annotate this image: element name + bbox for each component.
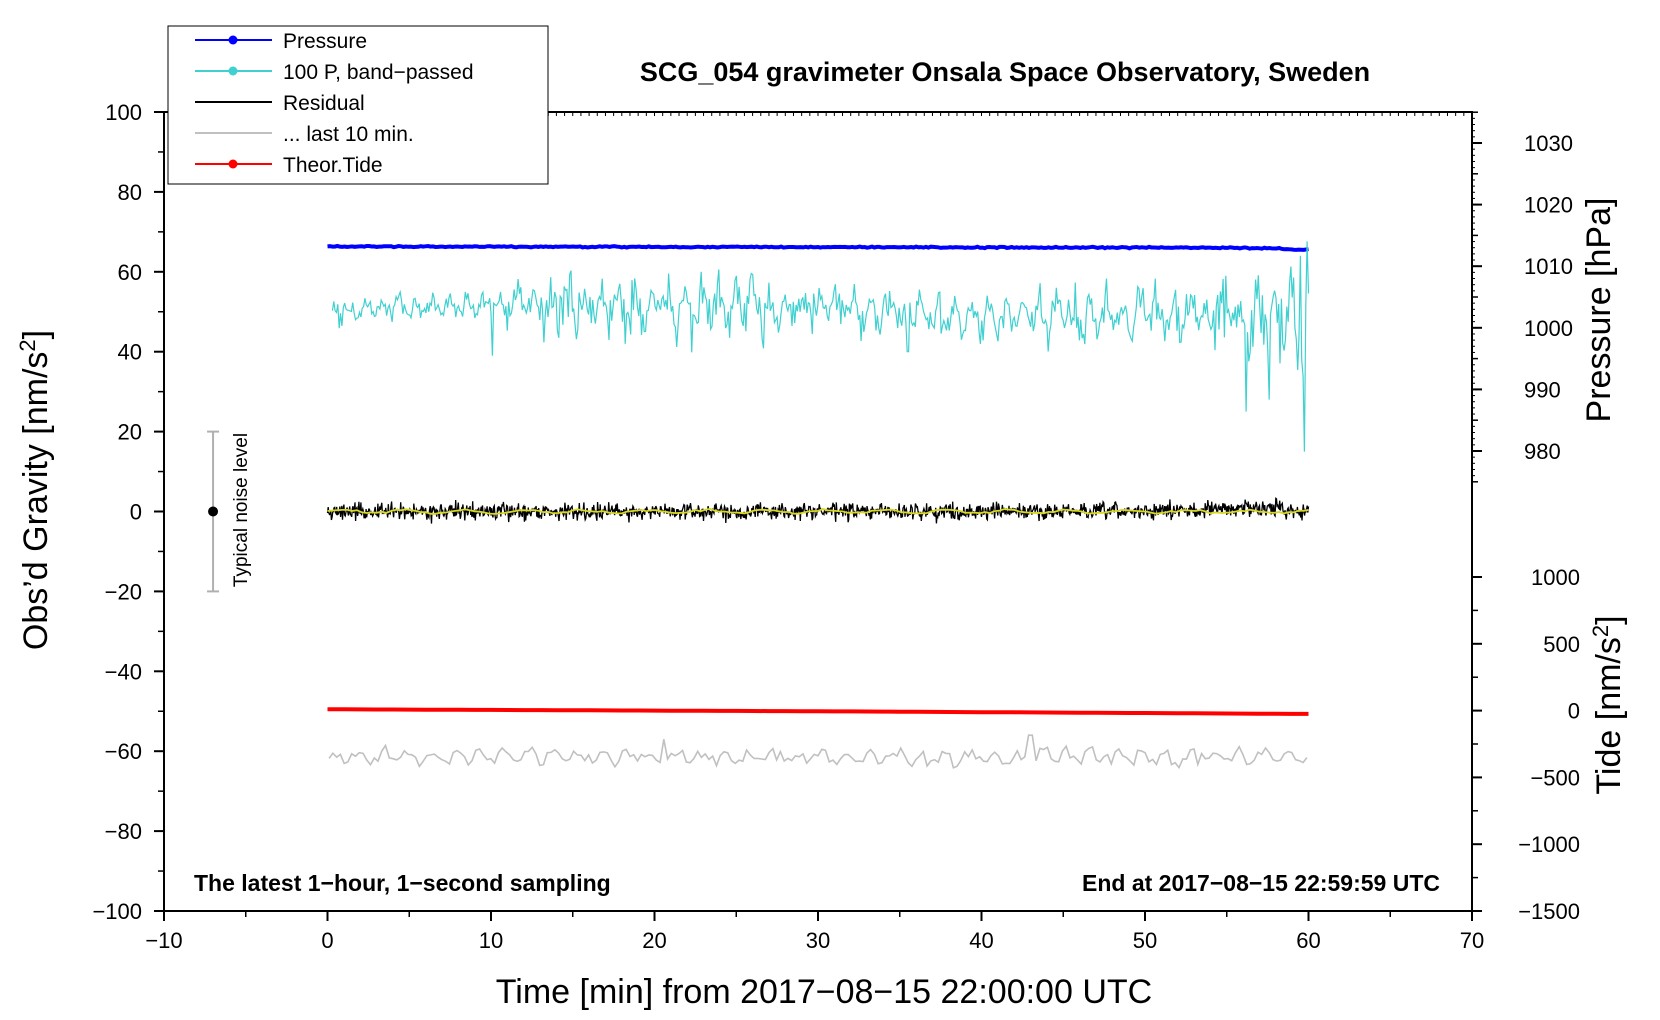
- y-tick-label: −80: [105, 819, 142, 844]
- pressure-tick-label: 980: [1524, 439, 1561, 464]
- tide-tick-label: −1000: [1518, 832, 1580, 857]
- chart-title: SCG_054 gravimeter Onsala Space Observat…: [640, 57, 1370, 87]
- y-axis-title-gravity: Obs’d Gravity [nm/s2]: [15, 330, 55, 650]
- x-tick-label: 20: [642, 928, 666, 953]
- series-line-last-10-min: [328, 734, 1308, 770]
- series-line-band-passed: [331, 241, 1310, 452]
- plot-series: [326, 241, 1310, 770]
- tide-tick-label: −500: [1530, 765, 1580, 790]
- y-tick-label: 100: [105, 100, 142, 125]
- legend-marker: [228, 66, 238, 76]
- y-tick-label: −60: [105, 739, 142, 764]
- pressure-tick-label: 1030: [1524, 131, 1573, 156]
- noise-bar-label: Typical noise level: [231, 433, 252, 587]
- y-axis-title-tide: Tide [nm/s2]: [1588, 615, 1628, 794]
- y-axis-pressure: 980 990 1000 1010 1020 1030: [1472, 111, 1573, 483]
- tide-tick-label: −1500: [1518, 899, 1580, 924]
- annotation-end-time: End at 2017−08−15 22:59:59 UTC: [1082, 870, 1440, 896]
- y-tick-label: 20: [118, 420, 142, 445]
- x-tick-label: 70: [1460, 928, 1484, 953]
- pressure-tick-label: 990: [1524, 377, 1561, 402]
- legend-marker: [228, 159, 238, 169]
- legend: Pressure 100 P, band−passed Residual ... la…: [167, 25, 549, 185]
- x-tick-label: 40: [969, 928, 993, 953]
- legend-marker: [228, 35, 238, 45]
- y-axis-tide: −1500 −1000 −500 0 500 1000: [1472, 565, 1580, 924]
- x-tick-label: 10: [479, 928, 503, 953]
- y-tick-label: 80: [118, 180, 142, 205]
- x-tick-label: −10: [145, 928, 182, 953]
- legend-label: ... last 10 min.: [283, 123, 414, 146]
- legend-label: 100 P, band−passed: [283, 61, 474, 84]
- tide-tick-label: 0: [1568, 699, 1580, 724]
- legend-label: Residual: [283, 92, 365, 115]
- legend-box: [167, 25, 549, 185]
- series-line-pressure: [327, 243, 1309, 252]
- y-tick-label: −40: [105, 659, 142, 684]
- pressure-tick-label: 1010: [1524, 254, 1573, 279]
- y-axis-gravity: −100 −80 −60 −40 −20 0 20 40 60 80 100: [92, 100, 164, 924]
- y-tick-label: −100: [92, 899, 142, 924]
- pressure-tick-label: 1000: [1524, 316, 1573, 341]
- x-tick-label: 50: [1133, 928, 1157, 953]
- legend-label: Pressure: [283, 30, 367, 53]
- x-tick-label: 0: [321, 928, 333, 953]
- noise-bar: Typical noise level: [207, 430, 252, 593]
- x-axis-title: Time [min] from 2017−08−15 22:00:00 UTC: [496, 973, 1152, 1011]
- series-line-theor-tide: [327, 707, 1309, 716]
- tide-tick-label: 1000: [1531, 565, 1580, 590]
- x-tick-label: 30: [806, 928, 830, 953]
- series-line-residual-smoothed: [327, 507, 1309, 515]
- pressure-tick-label: 1020: [1524, 193, 1573, 218]
- noise-bar-point: [208, 506, 219, 517]
- y-axis-title-pressure: Pressure [hPa]: [1580, 198, 1618, 423]
- x-tick-label: 60: [1296, 928, 1320, 953]
- tide-tick-label: 500: [1543, 632, 1580, 657]
- legend-label: Theor.Tide: [283, 154, 383, 177]
- y-tick-label: −20: [105, 579, 142, 604]
- annotation-sampling: The latest 1−hour, 1−second sampling: [194, 870, 611, 896]
- x-axis: −10 0 10 20 30 40 50 60 70: [145, 112, 1484, 953]
- y-tick-label: 60: [118, 260, 142, 285]
- y-tick-label: 40: [118, 340, 142, 365]
- y-tick-label: 0: [130, 500, 142, 525]
